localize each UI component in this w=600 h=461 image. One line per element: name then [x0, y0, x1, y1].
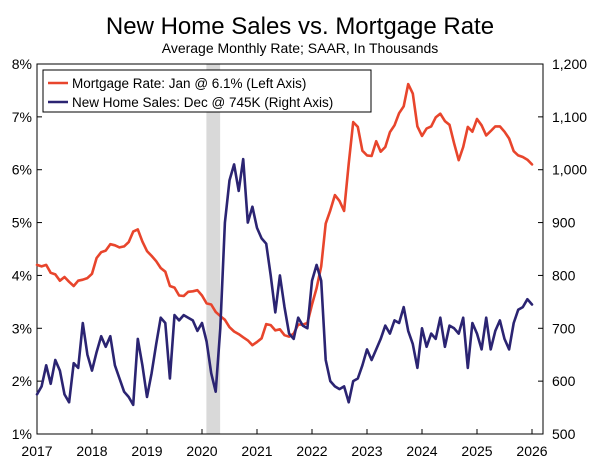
mortgage-rate-line	[35, 82, 534, 347]
right-axis-tick-label: 900	[552, 215, 576, 231]
x-axis-tick-label: 2018	[76, 443, 107, 459]
right-axis-tick-label: 500	[552, 426, 576, 442]
plot-frame	[36, 63, 544, 435]
left-axis-tick-label: 3%	[12, 320, 32, 336]
right-axis-tick-label: 800	[552, 267, 576, 283]
new-home-sales-line	[35, 157, 534, 407]
chart-title: New Home Sales vs. Mortgage Rate	[106, 13, 494, 40]
right-axis-tick-label: 600	[552, 373, 576, 389]
right-axis-tick-label: 1,200	[552, 56, 587, 72]
x-axis-tick-label: 2023	[351, 443, 382, 459]
left-axis-tick-label: 7%	[12, 109, 32, 125]
legend-label: New Home Sales: Dec @ 745K (Right Axis)	[72, 95, 333, 110]
x-axis-tick-label: 2024	[406, 443, 437, 459]
legend-box	[42, 69, 372, 113]
x-axis-tick-label: 2025	[461, 443, 492, 459]
legend-label: Mortgage Rate: Jan @ 6.1% (Left Axis)	[72, 76, 306, 91]
left-axis-tick-label: 6%	[12, 162, 32, 178]
left-axis-tick-label: 8%	[12, 56, 32, 72]
x-axis-tick-label: 2019	[131, 443, 162, 459]
x-axis-tick-label: 2022	[296, 443, 327, 459]
right-axis-tick-label: 700	[552, 320, 576, 336]
recession-shading	[206, 64, 221, 434]
left-axis-tick-label: 4%	[12, 267, 32, 283]
right-axis-tick-label: 1,100	[552, 109, 587, 125]
left-axis-tick-label: 2%	[12, 373, 32, 389]
left-axis-tick-label: 1%	[12, 426, 32, 442]
chart-subtitle: Average Monthly Rate; SAAR, In Thousands	[162, 40, 439, 56]
x-axis-tick-label: 2020	[186, 443, 217, 459]
left-axis-tick-label: 5%	[12, 215, 32, 231]
x-axis-tick-label: 2017	[21, 443, 52, 459]
x-axis-tick-label: 2026	[516, 443, 547, 459]
x-axis-tick-label: 2021	[241, 443, 272, 459]
right-axis-tick-label: 1,000	[552, 162, 587, 178]
